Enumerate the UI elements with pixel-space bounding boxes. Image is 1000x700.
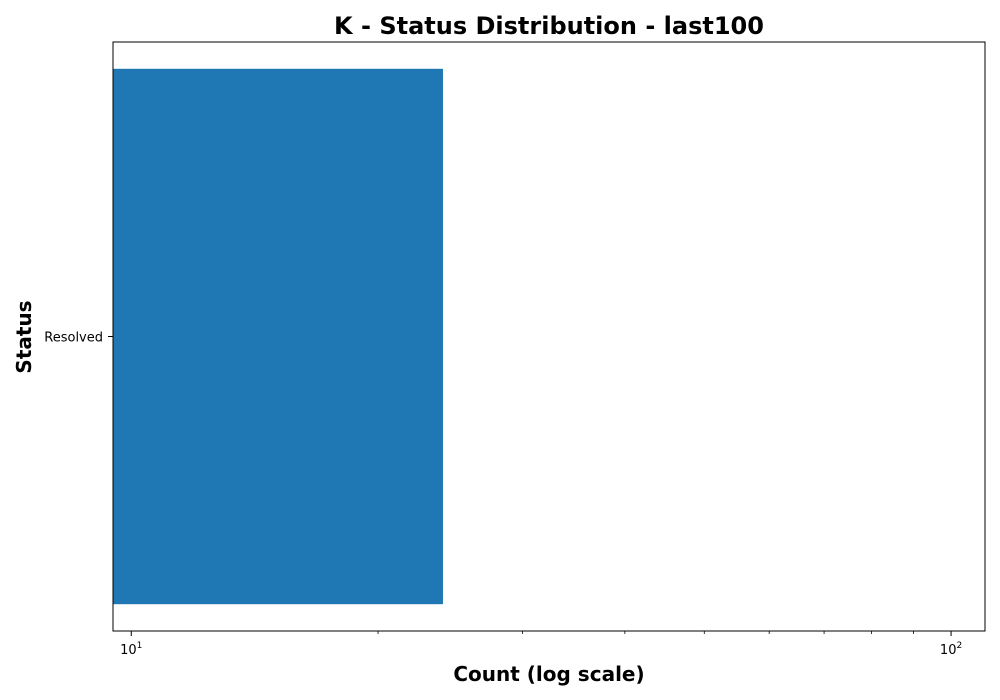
x-axis: 101 102 xyxy=(120,631,962,658)
y-axis: Resolved xyxy=(44,331,113,346)
y-axis-label: Status xyxy=(12,300,36,373)
y-tick-label: Resolved xyxy=(44,331,103,346)
bar-resolved xyxy=(113,68,443,605)
plot-area xyxy=(113,68,443,605)
x-tick-label: 102 xyxy=(940,641,962,658)
x-tick-label: 101 xyxy=(120,641,142,658)
x-axis-label: Count (log scale) xyxy=(453,662,644,686)
chart-title: K - Status Distribution - last100 xyxy=(334,12,764,40)
